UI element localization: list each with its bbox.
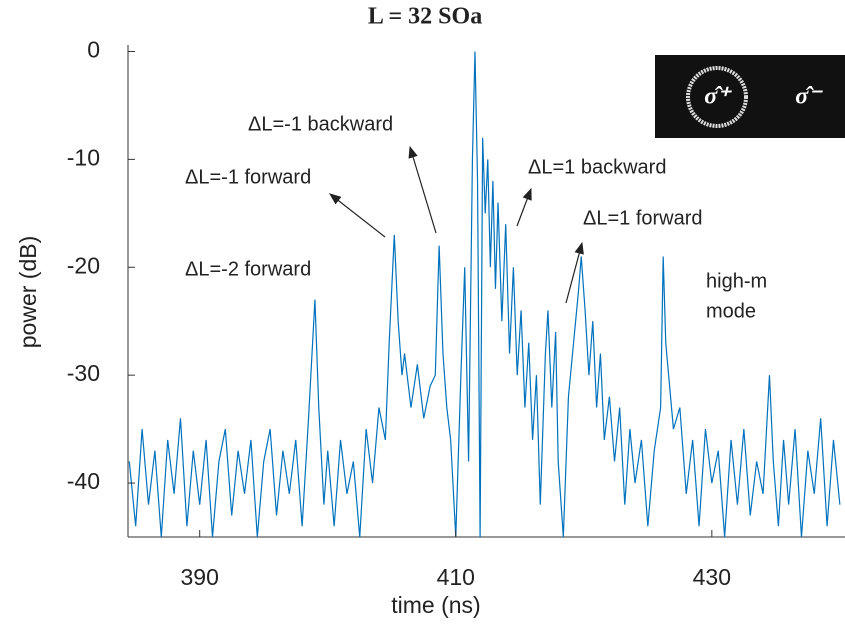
arrow [516,187,532,227]
annotation: ΔL=1 backward [528,156,666,178]
y-axis-label: power (dB) [15,236,41,348]
plot-area [128,51,841,538]
inset-ring [686,66,748,128]
y-tick-label: -30 [67,360,100,386]
signal-line [128,51,841,538]
y-tick-label: -10 [67,144,100,170]
arrow [329,193,386,238]
arrows [329,145,584,304]
x-tick-label: 390 [181,564,219,590]
inset-label: σ̂⁺ [704,84,732,110]
y-tick-label: -40 [67,468,100,494]
annotation: ΔL=-1 forward [185,166,311,188]
x-axis-label: time (ns) [391,592,480,618]
chart-title: L = 32 SOa [368,4,482,30]
arrow [408,145,437,234]
x-tick-label: 410 [437,564,475,590]
annotation: ΔL=-2 forward [185,258,311,280]
inset-label: σ̂⁻ [795,84,823,110]
arrow [565,241,584,304]
x-tick-label: 430 [693,564,731,590]
annotation: high-m [706,270,767,292]
annotation: ΔL=-1 backward [248,113,393,135]
y-tick-label: -20 [67,252,100,278]
annotation: ΔL=1 forward [583,207,703,229]
annotation: mode [706,300,756,322]
y-tick-label: 0 [87,37,100,63]
